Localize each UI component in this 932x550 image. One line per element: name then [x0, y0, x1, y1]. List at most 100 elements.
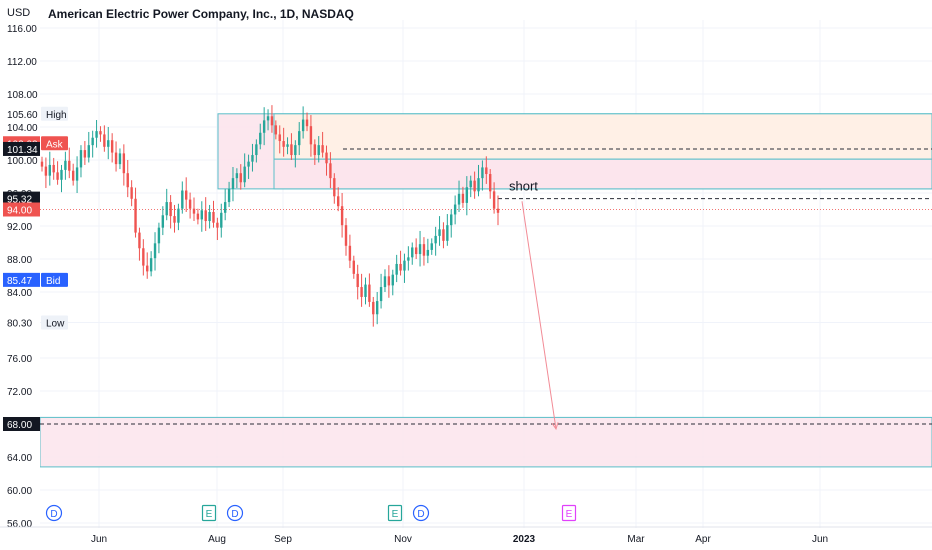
candle-body [388, 276, 390, 285]
candle-body [103, 134, 105, 146]
candle [169, 195, 171, 228]
candle [72, 164, 74, 186]
candle [84, 141, 86, 165]
candle-body [84, 150, 86, 157]
candle [154, 232, 156, 270]
candle [462, 187, 464, 208]
candle [142, 239, 144, 275]
candle-body [403, 261, 405, 271]
price-tag-text: High [46, 110, 67, 121]
candle-body [384, 276, 386, 287]
candle [497, 195, 499, 225]
candle [80, 145, 82, 177]
candle-body [169, 202, 171, 216]
candle [56, 161, 58, 185]
candle-body [333, 178, 335, 196]
candle [189, 193, 191, 219]
candle-body [279, 134, 281, 141]
candle [91, 131, 93, 158]
candle-body [434, 236, 436, 243]
zone-rect [274, 159, 932, 189]
candle-body [181, 191, 183, 209]
candle-body [380, 287, 382, 301]
price-label: 94.00 [3, 203, 40, 217]
candle [438, 216, 440, 246]
candle-body [473, 181, 475, 192]
price-tag-text: Bid [46, 276, 60, 287]
price-label: 101.34 [3, 142, 40, 156]
dividend-marker: D [47, 506, 62, 521]
candle-body [119, 153, 121, 164]
candle-body [56, 172, 58, 179]
candle [99, 126, 101, 142]
candle-body [60, 170, 62, 180]
candle-body [232, 178, 234, 189]
candle [341, 193, 343, 238]
y-tick-label: 56.00 [7, 519, 32, 530]
candle [88, 132, 90, 163]
candle [115, 141, 117, 171]
candle-body [314, 144, 316, 155]
candle-body [72, 171, 74, 181]
candle-body [407, 257, 409, 260]
candle-body [64, 161, 66, 170]
price-label-text: 105.60 [7, 110, 38, 121]
candle-body [458, 194, 460, 205]
candle-body [345, 225, 347, 246]
candle [181, 181, 183, 213]
candle [60, 165, 62, 192]
x-tick-label: Sep [274, 534, 292, 545]
candle [41, 157, 43, 172]
candle [52, 158, 54, 180]
candle-body [80, 150, 82, 167]
candle-body [399, 264, 401, 271]
candle-body [497, 209, 499, 213]
candle [407, 246, 409, 270]
short-label: short [509, 178, 538, 193]
dividend-marker: D [414, 506, 429, 521]
candle [434, 227, 436, 256]
candle-body [41, 162, 43, 167]
y-tick-label: 112.00 [7, 57, 37, 68]
candle [76, 156, 78, 193]
candle-body [275, 125, 277, 134]
candle [193, 198, 195, 222]
x-tick-label: 2023 [513, 534, 536, 545]
candle-body [88, 145, 90, 157]
candle-body [95, 131, 97, 138]
candle-body [302, 120, 304, 132]
candle-body [419, 244, 421, 254]
price-chart[interactable]: short 116.00112.00108.00104.00100.0096.0… [0, 0, 932, 550]
candle-body [462, 194, 464, 203]
candle-body [185, 191, 187, 200]
event-marker-label: E [392, 509, 399, 520]
candle-body [220, 213, 222, 228]
candle [419, 231, 421, 266]
candle-body [325, 153, 327, 164]
x-tick-label: Aug [208, 534, 226, 545]
candle [150, 251, 152, 276]
candle-body [306, 120, 308, 127]
level-lines [40, 149, 932, 424]
candle [360, 274, 362, 307]
candle-body [290, 144, 292, 155]
candle-body [360, 287, 362, 297]
candle-body [431, 243, 433, 250]
candle [388, 265, 390, 298]
candle-body [368, 285, 370, 302]
candle [146, 252, 148, 278]
candle-body [45, 167, 47, 176]
candle [368, 273, 370, 306]
candle-body [193, 209, 195, 214]
candle-body [216, 223, 218, 228]
candle-body [52, 165, 54, 172]
candle-body [201, 210, 203, 219]
candle-body [68, 161, 70, 171]
candle-body [356, 274, 358, 287]
candle-body [173, 216, 175, 223]
candle [158, 223, 160, 254]
candle-body [236, 173, 238, 178]
price-label: 85.47 Bid [3, 273, 68, 287]
price-label-text: 80.30 [7, 319, 32, 330]
y-tick-label: 100.00 [7, 156, 38, 167]
